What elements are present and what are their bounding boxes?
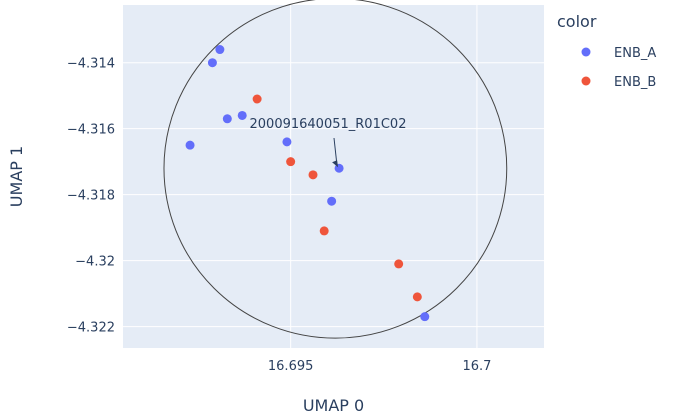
plot-background <box>123 5 544 348</box>
data-point-ENB_A[interactable] <box>222 114 232 124</box>
annotation-label: 200091640051_R01C02 <box>250 117 407 132</box>
x-axis-title: UMAP 0 <box>303 396 364 415</box>
data-point-ENB_A[interactable] <box>327 196 337 206</box>
data-point-ENB_B[interactable] <box>308 170 318 180</box>
legend-label-ENB_B: ENB_B <box>614 75 656 90</box>
data-point-ENB_B[interactable] <box>319 226 329 236</box>
y-tick-label: −4.314 <box>67 57 115 72</box>
data-point-ENB_A[interactable] <box>282 137 292 147</box>
legend-label-ENB_A: ENB_A <box>614 46 656 61</box>
legend[interactable]: color ENB_A ENB_B <box>557 12 656 90</box>
y-tick-label: −4.316 <box>67 123 115 138</box>
data-point-ENB_B[interactable] <box>394 259 404 269</box>
scatter-points[interactable] <box>185 45 430 322</box>
legend-title: color <box>557 12 597 31</box>
data-point-ENB_A[interactable] <box>420 312 430 322</box>
y-axis-ticks: −4.314 −4.316 −4.318 −4.32 −4.322 <box>67 57 115 336</box>
y-tick-label: −4.322 <box>67 321 115 336</box>
annotations: 200091640051_R01C02 <box>250 117 407 168</box>
annotation-arrowhead <box>332 160 339 168</box>
circle-shapes <box>163 0 508 339</box>
data-point-ENB_B[interactable] <box>286 157 296 167</box>
circle-shape <box>163 0 508 339</box>
y-axis-title: UMAP 1 <box>7 146 26 207</box>
data-point-ENB_A[interactable] <box>215 45 225 55</box>
x-tick-label: 16.7 <box>462 359 491 374</box>
data-point-ENB_A[interactable] <box>207 58 217 68</box>
y-tick-label: −4.32 <box>75 255 115 270</box>
x-axis-ticks: 16.695 16.7 <box>268 359 492 374</box>
legend-marker-ENB_B <box>581 76 591 86</box>
data-point-ENB_B[interactable] <box>252 94 262 104</box>
data-point-ENB_A[interactable] <box>237 110 247 120</box>
legend-marker-ENB_A <box>581 47 591 57</box>
data-point-ENB_A[interactable] <box>185 140 195 150</box>
data-point-ENB_B[interactable] <box>412 292 422 302</box>
grid-lines <box>123 5 544 348</box>
y-tick-label: −4.318 <box>67 189 115 204</box>
x-tick-label: 16.695 <box>268 359 314 374</box>
